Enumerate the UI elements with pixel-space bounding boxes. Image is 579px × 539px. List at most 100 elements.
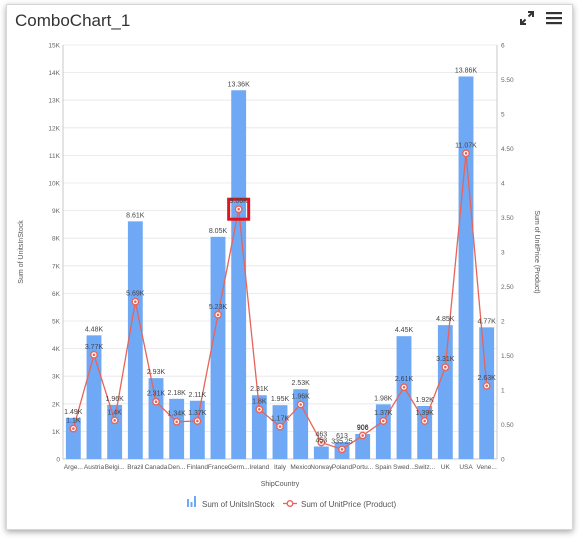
bar[interactable] [189,400,205,459]
y-right-tick-label: 2.50 [501,284,514,291]
combo-chart: 0 1K 2K 3K 4K 5K 6K 7K 8K 9K 10K 11K 12K 13K 14K 15K 0 0.… [18,43,540,510]
bar[interactable] [479,327,495,459]
bar[interactable] [231,90,247,459]
bar[interactable] [169,398,185,459]
bar-data-label: 4.77K [478,318,497,325]
y-tick-label: 13K [48,98,60,105]
bar-data-label: 13.86K [455,67,478,74]
x-tick-label: Belgi... [105,464,125,471]
y-axis-title: Sum of UnitsInStock [18,220,25,284]
x-tick-label: Austria [84,464,105,471]
line-data-label: 1.8K [252,398,267,405]
menu-icon[interactable] [546,11,562,30]
y-right-tick-label: 2 [501,319,505,326]
bar-data-label: 2.18K [168,390,187,397]
y-tick-label: 5K [52,319,61,326]
widget-toolbar [520,11,562,30]
y-right-tick-label: 5 [501,112,505,119]
line-data-label: 2.31K [147,391,166,398]
bar[interactable] [127,221,143,459]
bar[interactable] [417,406,433,459]
line-data-label: 3.31K [436,356,455,363]
y-tick-label: 10K [48,181,60,188]
bar[interactable] [272,405,288,459]
line-data-label: 1.39K [416,410,435,417]
line-point-center [444,365,447,369]
line-data-label: 1.96K [292,393,311,400]
y-tick-label: 9K [52,208,61,215]
bar[interactable] [396,336,412,459]
legend-label-line: Sum of UnitPrice (Product) [301,500,396,509]
bar[interactable] [437,325,453,459]
highlight-box [227,197,251,221]
bar-legend-icon [187,496,196,507]
bar[interactable] [355,433,371,459]
bar[interactable] [148,378,164,459]
x-axis-title: ShipCountry [261,481,300,488]
x-tick-label: Italy [274,464,287,471]
line-point-center [72,427,75,430]
line-data-label: 1.17K [271,416,290,423]
y-right-tick-label: 0.50 [501,422,514,429]
x-tick-label: Portu... [352,464,373,471]
x-tick-label: Mexico [290,464,311,471]
legend-item-line[interactable]: Sum of UnitPrice (Product) [283,500,396,509]
line-point-center [299,403,302,406]
line-point-center [464,152,468,155]
line-data-label: 1.34K [168,411,187,418]
x-tick-label: USA [459,464,473,471]
bar-data-label: 13.36K [228,81,251,88]
y-tick-label: 14K [48,70,60,77]
bar-data-label: 4.48K [85,326,104,333]
line-data-label: 5.23K [209,304,228,311]
widget-title: ComboChart_1 [15,11,131,30]
line-point-center [361,434,364,437]
bar[interactable] [375,404,391,459]
x-tick-label: Arge... [64,464,83,471]
y-tick-label: 0 [56,457,60,464]
y-right-tick-label: 4 [501,181,505,188]
bar[interactable] [210,236,226,459]
bar-data-label: 8.05K [209,228,228,235]
line-point-center [196,419,199,423]
line-point-center [237,207,240,211]
legend-item-bars[interactable]: Sum of UnitsInStock [187,496,275,509]
bar[interactable] [251,395,267,459]
bar[interactable] [293,389,309,459]
y-right-tick-label: 0 [501,457,505,464]
line-point-center [216,313,220,317]
line-data-label: 2.61K [395,376,414,383]
y-tick-label: 11K [49,153,61,160]
y-right-tick-label: 3.50 [501,215,514,222]
y-tick-label: 6K [52,291,61,298]
line-point-center [134,300,137,303]
bar-data-label: 8.61K [126,212,145,219]
bar-data-label: 4.85K [436,316,455,323]
bar[interactable] [458,76,474,460]
x-tick-label: Canada [145,464,168,471]
y-tick-label: 8K [52,236,61,243]
y-tick-label: 12K [48,125,60,132]
line-point-center [402,385,406,389]
bar-data-label: 2.31K [250,386,269,393]
x-tick-label: Spain [375,464,392,471]
bar[interactable] [107,404,123,459]
bar-data-label: 1.96K [106,396,125,403]
expand-icon[interactable] [520,11,534,30]
bar-data-label: 4.45K [395,327,414,334]
bar-data-label: 453 [315,437,327,444]
y-right-tick-label: 1 [501,388,505,395]
x-tick-label: France [208,464,229,471]
y-tick-label: 4K [52,346,61,353]
x-tick-label: Den... [168,464,186,471]
line-point-center [278,425,282,428]
bar[interactable] [313,446,329,459]
line-legend-icon [283,500,297,507]
chart-widget: ComboChart_1 0 1K 2K 3K 4K 5K 6K 7K 8K 9K 10K 11K 12… [6,4,573,530]
y-axis-right-title: Sum of UnitPrice (Product) [533,210,540,293]
legend-label-bars: Sum of UnitsInStock [202,500,275,509]
line-data-label: 463 [315,431,327,438]
y-right-tick-label: 6 [501,43,505,50]
line-data-label: 9.06K [230,198,249,205]
x-tick-label: Poland [332,464,353,471]
